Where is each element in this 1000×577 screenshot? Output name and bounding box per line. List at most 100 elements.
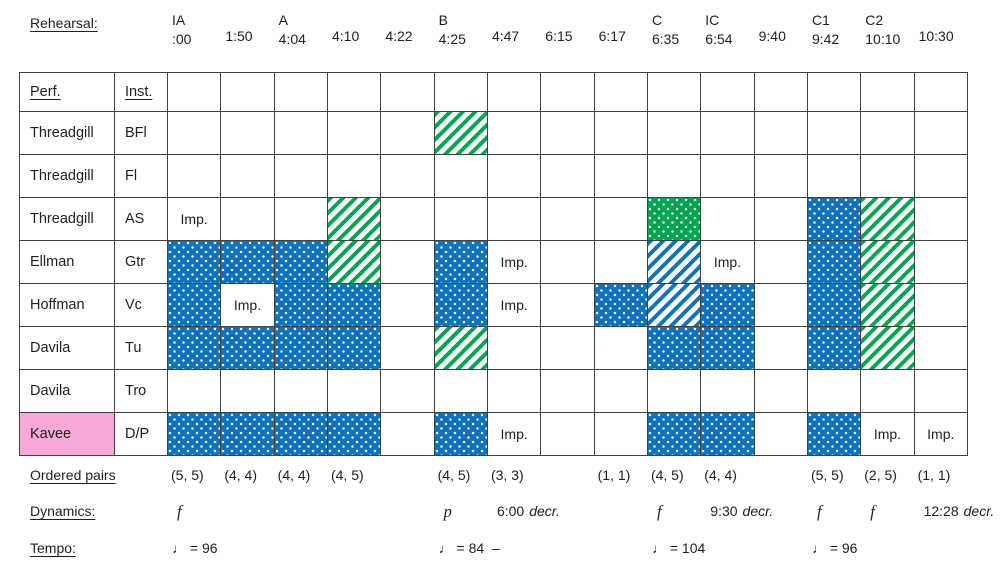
- cell-blue-dot: [274, 413, 328, 456]
- tempo-entry: –: [491, 540, 500, 556]
- cell-empty: [381, 327, 435, 370]
- cell-green-diag: [861, 198, 915, 241]
- chart-grid: Rehearsal: IA:00 1:50 A 4:04 4:10 4:22 B 4:25 4:4…: [19, 8, 994, 566]
- header-empty-cell: [647, 72, 702, 112]
- cell-empty: [434, 155, 488, 198]
- dynamic-mark: p: [443, 502, 452, 521]
- rehearsal-time: 6:15: [545, 28, 573, 44]
- cell-empty: [327, 155, 382, 198]
- cell-empty: [594, 198, 648, 241]
- cell-empty: [861, 370, 915, 413]
- rehearsal-letter: [599, 12, 648, 26]
- performer-cell: Ellman: [19, 241, 115, 284]
- rehearsal-time: 6:35: [651, 31, 680, 47]
- cell-blue-dot: [807, 327, 862, 370]
- rehearsal-column-header: 4:10: [328, 8, 381, 46]
- rehearsal-letter: C2: [865, 12, 884, 28]
- rehearsal-letter: IC: [705, 12, 720, 28]
- cell-improv: Imp.: [861, 413, 915, 456]
- cell-empty: [647, 155, 702, 198]
- tempo-label: Tempo:: [30, 540, 76, 556]
- instrument-cell: Gtr: [115, 241, 168, 284]
- cell-empty: [754, 284, 808, 327]
- ordered-pair: (5, 5): [810, 467, 844, 483]
- perf-header: Perf.: [19, 72, 115, 112]
- cell-improv: Imp.: [487, 413, 542, 456]
- tempo-entry: ♩ = 104: [651, 540, 706, 556]
- cell-blue-dot: [807, 241, 862, 284]
- cell-improv: Imp.: [701, 241, 755, 284]
- header-empty-cell: [487, 72, 542, 112]
- cell-blue-dot: [327, 284, 382, 327]
- cell-green-diag: [327, 241, 382, 284]
- cell-empty: [274, 155, 328, 198]
- cell-empty: [434, 370, 488, 413]
- rehearsal-column-header: 4:47: [488, 8, 541, 46]
- header-empty-cell: [594, 72, 648, 112]
- cell-empty: [914, 327, 968, 370]
- ordered-pair: (4, 5): [437, 467, 471, 483]
- ordered-pair: (4, 4): [704, 467, 737, 483]
- performer-cell: Hoffman: [19, 284, 115, 327]
- tempo-entry: ♩ = 96: [172, 540, 218, 556]
- cell-green-diag: [327, 198, 382, 241]
- ordered-pair: (4, 5): [330, 467, 364, 483]
- cell-empty: [594, 112, 648, 155]
- rehearsal-time: 6:17: [598, 28, 626, 44]
- cell-empty: [594, 370, 648, 413]
- cell-empty: [754, 112, 808, 155]
- rehearsal-time: 10:30: [918, 28, 954, 44]
- header-empty-cell: [327, 72, 382, 112]
- cell-blue-dot: [274, 327, 328, 370]
- cell-blue-dot: [647, 327, 702, 370]
- rehearsal-letter: [225, 12, 274, 26]
- header-empty-cell: [434, 72, 488, 112]
- cell-empty: [701, 112, 755, 155]
- dynamic-time: 6:00: [496, 503, 525, 519]
- dynamic-term: decr.: [963, 503, 995, 519]
- rehearsal-column-header: 9:40: [755, 8, 808, 46]
- header-empty-cell: [541, 72, 595, 112]
- cell-empty: [807, 155, 862, 198]
- rehearsal-time: 9:40: [758, 28, 786, 44]
- tempo-entry: ♩ = 84: [438, 540, 485, 556]
- cell-empty: [541, 327, 595, 370]
- rehearsal-letter: IA: [172, 12, 186, 28]
- rehearsal-time: 4:10: [331, 28, 360, 44]
- rehearsal-time: :00: [172, 31, 192, 47]
- rehearsal-time: 1:50: [225, 28, 253, 44]
- cell-empty: [701, 198, 755, 241]
- rehearsal-column-header: IA :00: [168, 8, 221, 47]
- dynamic-mark: f: [656, 502, 662, 521]
- cell-empty: [221, 155, 275, 198]
- cell-empty: [914, 241, 968, 284]
- rehearsal-column-header: C 6:35: [648, 8, 701, 47]
- cell-improv: Imp.: [221, 284, 275, 327]
- header-empty-cell: [861, 72, 915, 112]
- cell-empty: [487, 198, 542, 241]
- dynamic-mark: f: [816, 502, 822, 521]
- cell-blue-diag: [647, 284, 702, 327]
- cell-blue-dot: [221, 327, 275, 370]
- cell-empty: [168, 370, 222, 413]
- cell-blue-dot: [701, 327, 755, 370]
- cell-empty: [487, 112, 542, 155]
- cell-blue-dot: [168, 241, 222, 284]
- inst-header: Inst.: [115, 72, 168, 112]
- header-empty-cell: [168, 72, 222, 112]
- rehearsal-column-header: 10:30: [915, 8, 968, 46]
- cell-empty: [168, 112, 222, 155]
- dynamics-entry: f: [808, 501, 861, 527]
- cell-improv: Imp.: [487, 284, 542, 327]
- rehearsal-time: 10:10: [865, 31, 901, 47]
- cell-blue-dot: [807, 198, 862, 241]
- rehearsal-time: 4:47: [491, 28, 520, 44]
- header-empty-cell: [381, 72, 435, 112]
- cell-blue-dot: [168, 413, 222, 456]
- cell-green-dot: [647, 198, 702, 241]
- cell-empty: [221, 198, 275, 241]
- performer-cell: Davila: [19, 370, 115, 413]
- cell-blue-dot: [594, 284, 648, 327]
- cell-green-diag: [861, 284, 915, 327]
- cell-empty: [381, 413, 435, 456]
